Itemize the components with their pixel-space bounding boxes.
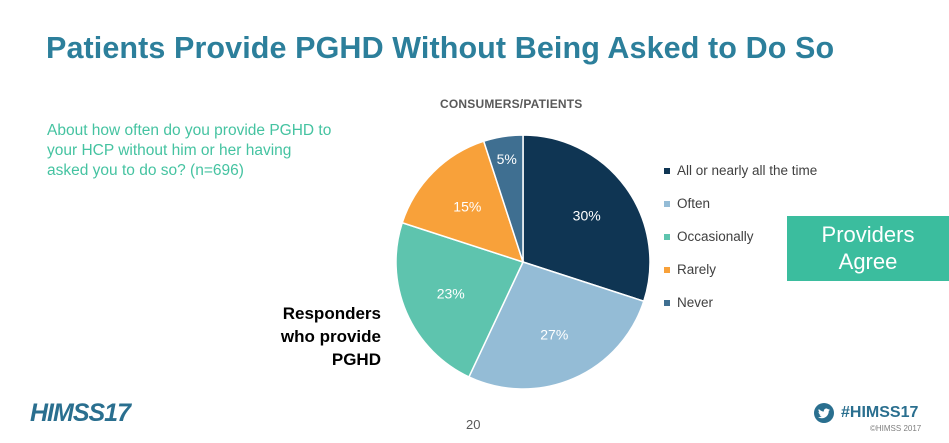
pie-label-all: 30%	[573, 208, 601, 224]
legend-label-all: All or nearly all the time	[677, 163, 818, 178]
legend-label-often: Often	[677, 196, 711, 211]
chart-title: CONSUMERS/PATIENTS	[440, 97, 583, 111]
chart-legend: All or nearly all the time Often Occasio…	[664, 154, 817, 319]
legend-item-never: Never	[664, 286, 817, 319]
legend-swatch-rarely	[664, 266, 670, 273]
pie-slice-occasionally	[395, 221, 525, 378]
providers-agree-badge: Providers Agree	[787, 216, 949, 281]
legend-label-occasionally: Occasionally	[677, 229, 754, 244]
legend-swatch-never	[664, 299, 670, 306]
legend-item-occasionally: Occasionally	[664, 220, 817, 253]
legend-label-never: Never	[677, 295, 714, 310]
pie-label-often: 27%	[540, 326, 568, 342]
pie-label-occasionally: 23%	[437, 285, 465, 301]
responders-line-2: who provide	[280, 327, 381, 346]
responders-callout: Responders who provide PGHD	[246, 302, 381, 371]
responders-line-1: Responders	[282, 304, 381, 323]
survey-question: About how often do you provide PGHD to y…	[47, 122, 332, 179]
badge-line-1: Providers	[821, 222, 915, 247]
twitter-icon	[814, 403, 834, 423]
legend-item-rarely: Rarely	[664, 253, 817, 286]
copyright-text: ©HIMSS 2017	[870, 424, 922, 433]
page-number: 20	[466, 417, 481, 432]
pie-label-never: 5%	[497, 151, 517, 167]
himss-logo: HIMSS17	[30, 399, 131, 427]
legend-item-all: All or nearly all the time	[664, 154, 817, 187]
pie-slice-often	[467, 261, 645, 390]
legend-swatch-occasionally	[664, 233, 670, 240]
slide-title: Patients Provide PGHD Without Being Aske…	[46, 31, 835, 65]
hashtag-group: #HIMSS17	[814, 403, 918, 423]
responders-line-3: PGHD	[331, 350, 381, 369]
legend-item-often: Often	[664, 187, 817, 220]
pie-slice-all	[522, 134, 651, 303]
legend-swatch-often	[664, 200, 670, 207]
hashtag-text: #HIMSS17	[841, 404, 919, 421]
pie-slice-never	[482, 134, 524, 263]
badge-line-2: Agree	[838, 249, 898, 274]
legend-swatch-all	[664, 167, 670, 174]
legend-label-rarely: Rarely	[677, 262, 717, 277]
pie-label-rarely: 15%	[453, 198, 481, 214]
